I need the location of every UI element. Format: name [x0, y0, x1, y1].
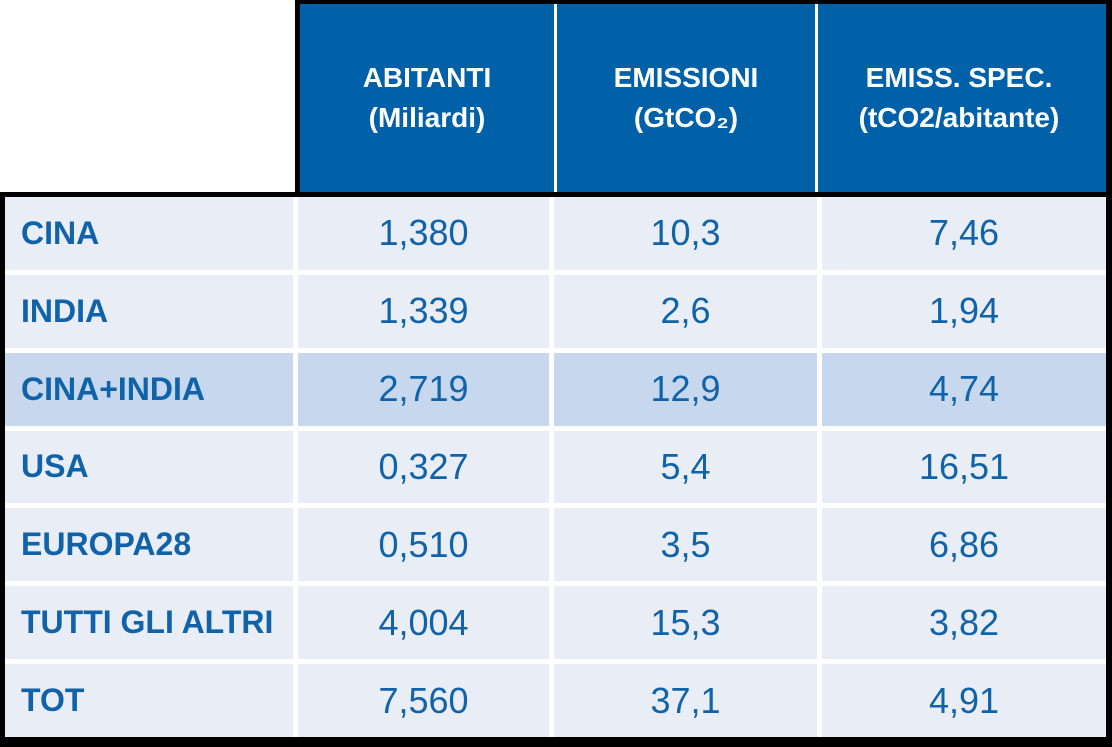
cell-abitanti: 7,560	[298, 664, 549, 737]
column-header-emiss-spec: EMISS. SPEC. (tCO2/abitante)	[815, 4, 1100, 192]
column-header-line: (Miliardi)	[368, 102, 486, 133]
row-label: CINA	[5, 197, 293, 270]
cell-abitanti: 0,327	[298, 430, 549, 504]
table-header: ABITANTI (Miliardi) EMISSIONI (GtCO₂) EM…	[295, 0, 1112, 192]
cell-emissioni: 5,4	[554, 430, 817, 504]
column-header-line: ABITANTI	[362, 62, 492, 93]
cell-emissioni: 37,1	[554, 664, 817, 737]
row-label: TOT	[5, 664, 293, 737]
column-header-line: (GtCO₂)	[633, 102, 739, 133]
table-body: CINA 1,380 10,3 7,46 INDIA 1,339 2,6 1,94 CINA+I…	[0, 192, 1112, 747]
column-header-line: EMISSIONI	[613, 62, 759, 93]
cell-abitanti: 1,380	[298, 197, 549, 270]
row-label: CINA+INDIA	[5, 352, 293, 426]
table-header-row: ABITANTI (Miliardi) EMISSIONI (GtCO₂) EM…	[300, 4, 1106, 192]
column-header-abitanti: ABITANTI (Miliardi)	[300, 4, 554, 192]
cell-emiss-spec: 1,94	[822, 274, 1106, 348]
cell-emiss-spec: 6,86	[822, 508, 1106, 582]
column-header-line: (tCO2/abitante)	[858, 102, 1060, 133]
row-label: TUTTI GLI ALTRI	[5, 586, 293, 660]
cell-emiss-spec: 7,46	[822, 197, 1106, 270]
row-label: USA	[5, 430, 293, 504]
cell-abitanti: 0,510	[298, 508, 549, 582]
row-label: INDIA	[5, 274, 293, 348]
cell-emissioni: 12,9	[554, 352, 817, 426]
cell-abitanti: 4,004	[298, 586, 549, 660]
column-header-emissioni: EMISSIONI (GtCO₂)	[554, 4, 815, 192]
cell-abitanti: 1,339	[298, 274, 549, 348]
cell-emiss-spec: 3,82	[822, 586, 1106, 660]
cell-emiss-spec: 16,51	[822, 430, 1106, 504]
cell-emissioni: 10,3	[554, 197, 817, 270]
cell-emissioni: 2,6	[554, 274, 817, 348]
table-body-grid: CINA 1,380 10,3 7,46 INDIA 1,339 2,6 1,94 CINA+I…	[5, 197, 1106, 737]
cell-emissioni: 3,5	[554, 508, 817, 582]
cell-abitanti: 2,719	[298, 352, 549, 426]
cell-emissioni: 15,3	[554, 586, 817, 660]
cell-emiss-spec: 4,74	[822, 352, 1106, 426]
row-label: EUROPA28	[5, 508, 293, 582]
cell-emiss-spec: 4,91	[822, 664, 1106, 737]
column-header-line: EMISS. SPEC.	[865, 62, 1053, 93]
